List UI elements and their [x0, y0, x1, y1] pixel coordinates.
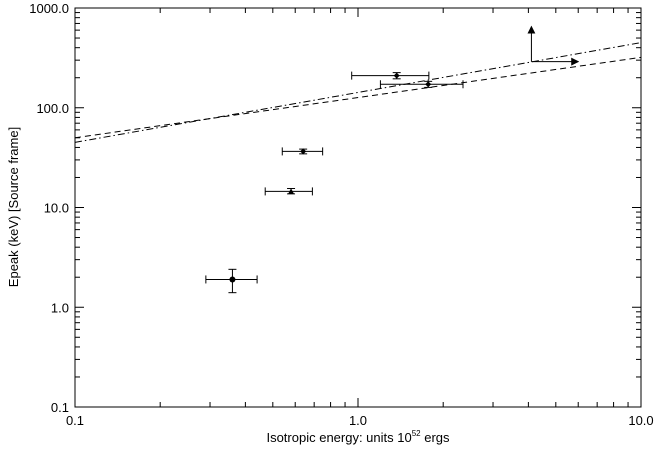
point-marker-diamond: [300, 148, 307, 155]
x-tick-label: 10.0: [628, 413, 653, 428]
data-point: [379, 80, 464, 89]
point-marker-diamond: [425, 81, 432, 88]
y-tick-label: 1.0: [51, 300, 69, 315]
y-tick-label: 100.0: [36, 101, 69, 116]
data-point: [264, 187, 313, 196]
data-point: [205, 268, 258, 294]
y-tick-labels: 0.1 1.0 10.0 100.0 1000.0: [29, 1, 69, 415]
x-tick-label: 1.0: [349, 413, 367, 428]
fit-line-dashed: [74, 56, 642, 139]
data-point: [281, 147, 324, 156]
point-marker-triangle: [288, 188, 295, 194]
y-tick-label: 1000.0: [29, 1, 69, 16]
point-marker-circle: [229, 276, 236, 283]
data-points: [205, 71, 464, 294]
limit-point: [527, 25, 580, 66]
x-axis-label: Isotropic energy: units 1052 ergs: [266, 429, 450, 445]
x-tick-labels: 0.1 1.0 10.0: [66, 413, 654, 428]
y-tick-label: 10.0: [44, 201, 69, 216]
plot-frame: [74, 7, 642, 408]
y-tick-label: 0.1: [51, 400, 69, 415]
fit-lines: [74, 42, 642, 143]
fit-line-dashdot: [74, 42, 642, 143]
data-point: [351, 71, 430, 80]
point-marker-diamond: [393, 72, 400, 79]
tick-marks: [74, 8, 641, 408]
x-tick-label: 0.1: [66, 413, 84, 428]
y-axis-label: Epeak (keV) [Source frame]: [6, 127, 21, 287]
